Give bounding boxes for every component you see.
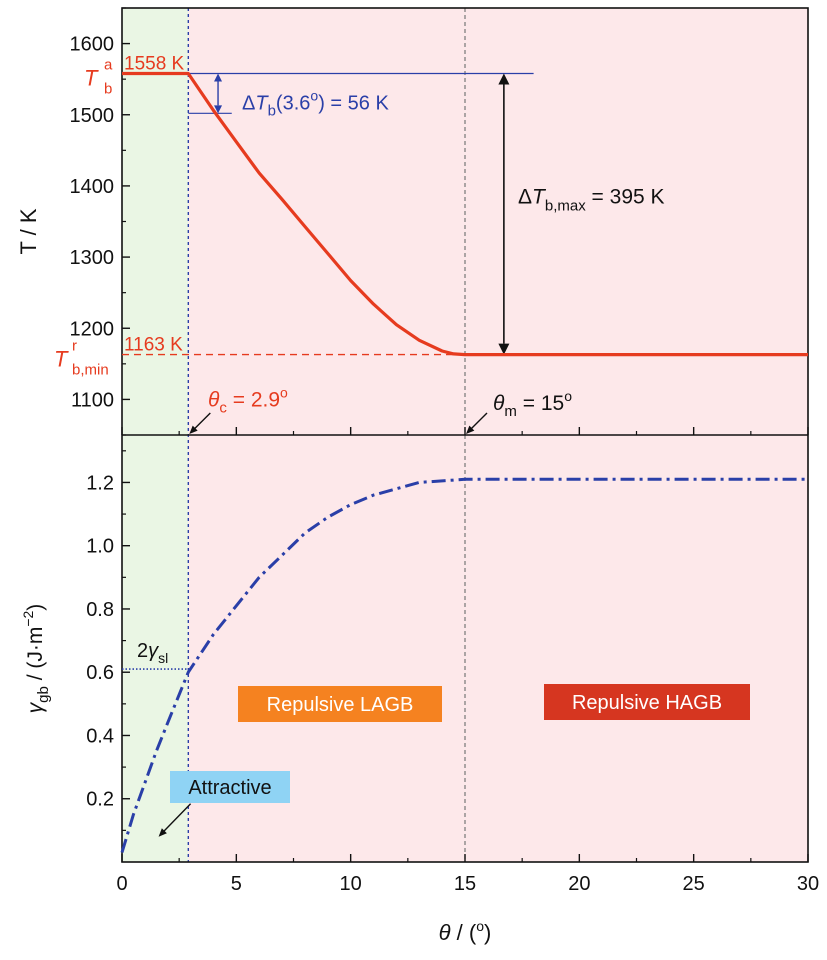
two-gamma-symbol: γ [148, 640, 159, 662]
delta-small-suffix: (3.6 [276, 92, 310, 114]
attractive-label-box [170, 771, 290, 803]
arrow-head-down [214, 105, 223, 114]
xlabel-sup: o [476, 918, 484, 934]
pointer-head [466, 425, 475, 434]
tb-curve [122, 71, 808, 357]
tb-min-label: Tr b,min [54, 338, 109, 379]
theta-c-sup: o [280, 385, 288, 401]
top-y-axis: 1100 1200 1300 1400 1500 1600 [70, 7, 130, 436]
bottom-y-tick-label: 1.0 [86, 536, 114, 558]
ylabel-symbol: γ [24, 701, 47, 713]
theta-m-symbol: θ [493, 392, 505, 415]
hagb-label-box [544, 684, 750, 720]
tb-min-value: 1163 K [124, 335, 183, 356]
theta-m-label: θm = 15o [493, 388, 572, 420]
theta-c-symbol: θ [208, 389, 220, 412]
gamma-gb-curve [120, 477, 808, 853]
bottom-y-tick-label: 0.8 [86, 599, 114, 621]
pointer-head [189, 425, 198, 434]
x-tick-label: 15 [454, 873, 476, 895]
ylabel-sub: gb [35, 686, 52, 703]
top-y-tick-label: 1100 [71, 389, 114, 411]
top-y-tick-label: 1500 [70, 105, 115, 127]
region-hagb-label: Repulsive HAGB [572, 692, 722, 714]
theta-m-sup: o [564, 388, 572, 404]
tb-a-value: 1558 K [124, 53, 185, 74]
delta-max-arrow [498, 73, 510, 355]
top-y-tick-label: 1300 [70, 247, 115, 269]
theta-c-pointer [189, 412, 211, 434]
attractive-pointer [158, 803, 192, 837]
ylabel-close: ) [24, 604, 47, 611]
xlabel-rest: / ( [451, 920, 477, 945]
delta-small-symbol: T [255, 92, 269, 114]
x-tick-label: 30 [797, 873, 819, 895]
delta-small-label: ΔTb(3.6o) = 56 K [242, 87, 389, 119]
delta-small-sub: b [268, 102, 276, 119]
tb-min-symbol: T [54, 347, 69, 372]
tb-a-label: Ta b [84, 56, 113, 97]
theta-m-pointer [466, 412, 488, 434]
theta-m-value: = 15 [517, 392, 564, 415]
top-y-axis-label: T / K [16, 208, 41, 254]
x-axis: 0 5 10 15 20 25 30 [116, 854, 819, 895]
x-tick-label: 20 [568, 873, 590, 895]
x-axis-label: θ / (o) [439, 918, 492, 945]
top-y-tick-label: 1600 [70, 34, 115, 56]
ylabel-sup: −2 [20, 610, 36, 626]
delta-max-sub: b,max [545, 198, 586, 215]
pointer-shaft [470, 412, 488, 430]
region-lagb-label: Repulsive LAGB [267, 694, 414, 716]
lagb-label-box [238, 686, 442, 722]
bottom-y-tick-label: 0.6 [86, 662, 114, 684]
ylabel-rest: / (J·m [24, 627, 47, 686]
region-attractive-label: Attractive [188, 777, 271, 799]
xlabel-symbol: θ [439, 920, 451, 945]
top-x-ticks [121, 427, 809, 435]
delta-small-value: ) = 56 K [318, 92, 389, 114]
tb-a-sup: a [104, 56, 113, 73]
tb-min-sub: b,min [72, 362, 109, 379]
two-gamma-prefix: 2 [137, 640, 148, 662]
x-tick-label: 25 [683, 873, 705, 895]
delta-max-symbol: T [532, 186, 547, 209]
theta-m-sub: m [504, 403, 517, 420]
two-gamma-label: 2γsl [137, 640, 168, 666]
x-tick-label: 0 [116, 873, 127, 895]
bottom-y-axis: 0.2 0.4 0.6 0.8 1.0 1.2 [86, 450, 130, 831]
top-y-tick-label: 1400 [70, 176, 115, 198]
arrow-head-up [214, 73, 223, 82]
arrow-head-down [498, 343, 510, 355]
bottom-y-tick-label: 0.2 [86, 789, 114, 811]
two-gamma-sub: sl [158, 650, 168, 666]
x-tick-label: 5 [231, 873, 242, 895]
pointer-head [158, 828, 167, 837]
delta-small-sup: o [310, 87, 318, 103]
tb-a-sub: b [104, 80, 112, 97]
x-tick-label: 10 [340, 873, 362, 895]
delta-small-arrow [214, 73, 223, 114]
pointer-shaft [193, 412, 211, 430]
xlabel-close: ) [484, 920, 491, 945]
bottom-y-tick-label: 0.4 [86, 725, 114, 747]
delta-max-prefix: Δ [518, 186, 532, 209]
bottom-y-tick-label: 1.2 [86, 472, 114, 494]
delta-max-value: = 395 K [586, 186, 665, 209]
tb-min-sup: r [72, 338, 77, 355]
arrow-head-up [498, 73, 510, 85]
bottom-y-axis-label: γgb / (J·m−2) [20, 604, 52, 714]
tb-a-symbol: T [84, 65, 99, 90]
theta-c-sub: c [219, 400, 227, 417]
top-y-tick-label: 1200 [70, 318, 115, 340]
delta-max-label: ΔTb,max = 395 K [518, 186, 665, 215]
theta-c-value: = 2.9 [227, 389, 280, 412]
pointer-shaft [163, 803, 192, 833]
delta-small-prefix: Δ [242, 92, 255, 114]
theta-c-label: θc = 2.9o [208, 385, 288, 417]
